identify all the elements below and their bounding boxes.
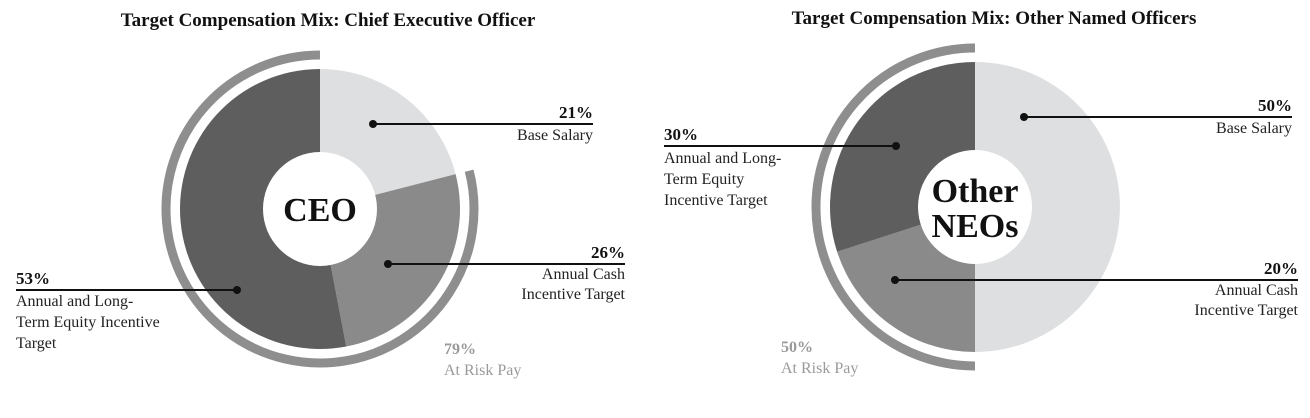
- ceo-slice-pct-annual-cash: 26%: [591, 243, 625, 262]
- ceo-leader-dot-equity: [233, 286, 241, 294]
- neo-leader-dot-base-salary: [1020, 113, 1028, 121]
- neo-callout-base-salary: 50% Base Salary: [1020, 96, 1292, 137]
- neo-slice-pct-equity: 30%: [664, 125, 698, 144]
- neo-at-risk-label: At Risk Pay: [781, 360, 858, 377]
- neo-center-label-line1: Other: [932, 173, 1019, 210]
- ceo-slice-label-annual-cash-line2: Incentive Target: [521, 286, 625, 303]
- neo-slice-label-annual-cash-line1: Annual Cash: [1215, 282, 1298, 299]
- neo-chart: Target Compensation Mix: Other Named Off…: [664, 8, 1299, 377]
- neo-at-risk-pct: 50%: [781, 339, 813, 356]
- ceo-at-risk-arc: [161, 50, 479, 368]
- ceo-slice-label-equity-line1: Annual and Long-: [16, 293, 133, 310]
- neo-leader-dot-equity: [892, 142, 900, 150]
- neo-center-label-line2: NEOs: [932, 208, 1019, 245]
- ceo-leader-dot-annual-cash: [384, 260, 392, 268]
- neo-callout-annual-cash: 20% Annual Cash Incentive Target: [891, 259, 1299, 319]
- ceo-slice-label-annual-cash-line1: Annual Cash: [542, 266, 625, 283]
- ceo-callout-base-salary: 21% Base Salary: [369, 103, 593, 144]
- ceo-donut-hole: [263, 152, 377, 266]
- neo-slice-label-annual-cash-line2: Incentive Target: [1194, 302, 1298, 319]
- neo-leader-dot-annual-cash: [891, 276, 899, 284]
- ceo-callout-equity: 53% Annual and Long- Term Equity Incenti…: [16, 269, 241, 352]
- ceo-at-risk-pct: 79%: [444, 341, 476, 358]
- ceo-at-risk-label: At Risk Pay: [444, 362, 521, 379]
- neo-slice-label-equity-line1: Annual and Long-: [664, 150, 781, 167]
- ceo-chart: Target Compensation Mix: Chief Executive…: [16, 10, 626, 379]
- neo-callout-equity: 30% Annual and Long- Term Equity Incenti…: [664, 125, 900, 209]
- ceo-slice-pct-equity: 53%: [16, 269, 50, 288]
- neo-slice-label-equity-line2: Term Equity: [664, 171, 744, 188]
- ceo-center-label: CEO: [283, 192, 357, 229]
- neo-slice-label-equity-line3: Incentive Target: [664, 192, 768, 209]
- neo-chart-title: Target Compensation Mix: Other Named Off…: [792, 8, 1197, 29]
- ceo-chart-title: Target Compensation Mix: Chief Executive…: [121, 10, 536, 31]
- neo-at-risk-arc: [811, 43, 976, 371]
- neo-slice-pct-base-salary: 50%: [1258, 96, 1292, 115]
- ceo-slice-label-equity-line3: Target: [16, 335, 57, 352]
- ceo-slice-pct-base-salary: 21%: [559, 103, 593, 122]
- ceo-leader-dot-base-salary: [369, 120, 377, 128]
- neo-slice-label-base-salary: Base Salary: [1216, 120, 1292, 137]
- ceo-callout-annual-cash: 26% Annual Cash Incentive Target: [384, 243, 626, 303]
- ceo-slice-label-base-salary: Base Salary: [517, 127, 593, 144]
- ceo-slice-label-equity-line2: Term Equity Incentive: [16, 314, 160, 331]
- neo-donut-hole: [918, 150, 1032, 264]
- neo-slice-pct-annual-cash: 20%: [1264, 259, 1298, 278]
